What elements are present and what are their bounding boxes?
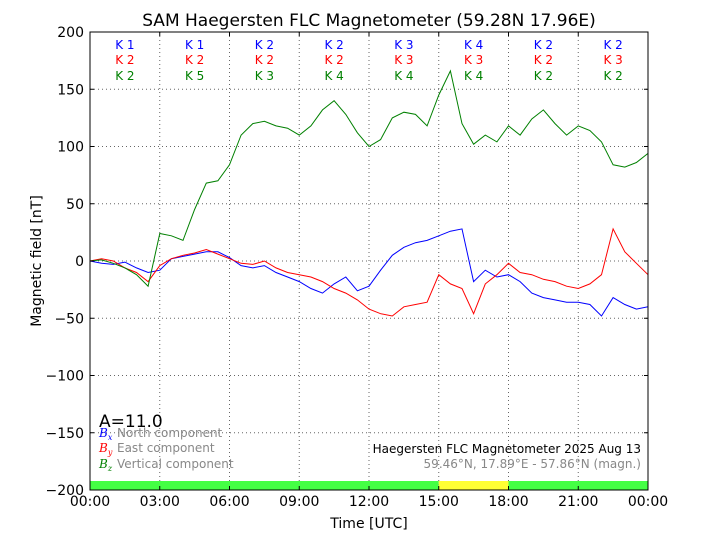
y-tick-label: 0	[75, 254, 84, 270]
legend-label-east: East component	[117, 441, 215, 455]
series-group	[89, 69, 649, 317]
k-index-z: K 2	[534, 69, 553, 83]
grid-lines	[90, 32, 648, 490]
y-axis-ticks: −200 −150 −100 −50 0 50 100 150 200	[46, 25, 648, 499]
activity-index: A=11.0	[99, 412, 163, 432]
daylight-segment	[438, 481, 509, 490]
legend-symbol-vertical: B	[98, 457, 108, 471]
k-index-y: K 3	[464, 53, 483, 67]
k-index-x: K 4	[464, 38, 483, 52]
legend-label-vertical: Vertical component	[117, 457, 234, 471]
k-index-x: K 2	[534, 38, 553, 52]
x-axis-ticks: 00:00 03:00 06:00 09:00 12:00 15:00 18:00 21:00…	[70, 32, 668, 510]
k-index-x: K 2	[603, 38, 622, 52]
legend-entry-vertical: Bz Vertical component	[98, 457, 234, 473]
daylight-segment	[508, 481, 648, 490]
k-index-z: K 5	[185, 69, 204, 83]
legend-entry-east: By East component	[98, 441, 215, 457]
k-index-z: K 2	[603, 69, 622, 83]
x-tick-label: 15:00	[419, 494, 459, 510]
k-index-y: K 2	[115, 53, 134, 67]
daylight-segment	[90, 481, 439, 490]
x-tick-label: 00:00	[628, 494, 668, 510]
k-index-x: K 2	[324, 38, 343, 52]
svg-text:Bz: Bz	[98, 457, 113, 473]
k-index-y: K 3	[603, 53, 622, 67]
k-index-z: K 3	[255, 69, 274, 83]
x-axis-label: Time [UTC]	[329, 516, 407, 532]
legend-sub-north: x	[108, 433, 113, 442]
k-index-z: K 4	[324, 69, 343, 83]
k-index-x: K 3	[394, 38, 413, 52]
x-tick-label: 03:00	[140, 494, 180, 510]
legend: Bx North component By East component Bz …	[98, 426, 234, 473]
k-index-y: K 2	[534, 53, 553, 67]
k-index-y: K 3	[394, 53, 413, 67]
k-index-z: K 4	[394, 69, 413, 83]
x-tick-label: 09:00	[279, 494, 319, 510]
legend-label-north: North component	[117, 426, 223, 440]
x-tick-label: 21:00	[558, 494, 598, 510]
k-index-z: K 2	[115, 69, 134, 83]
series-line-vertical-component	[89, 69, 649, 288]
y-tick-label: 150	[57, 82, 84, 98]
svg-text:Bx: Bx	[98, 426, 113, 442]
x-tick-label: 00:00	[70, 494, 110, 510]
legend-symbol-north: B	[98, 426, 108, 440]
legend-symbol-east: B	[98, 441, 108, 455]
k-index-x: K 1	[185, 38, 204, 52]
daylight-bar	[90, 481, 648, 490]
x-tick-label: 18:00	[488, 494, 528, 510]
x-tick-label: 12:00	[349, 494, 389, 510]
station-info-coordinates: 59.46°N, 17.89°E - 57.86°N (magn.)	[424, 457, 641, 471]
y-tick-label: −50	[54, 311, 84, 327]
station-info-title: Haegersten FLC Magnetometer 2025 Aug 13	[373, 442, 641, 456]
series-line-east-component	[89, 227, 649, 317]
legend-sub-east: y	[107, 448, 113, 457]
legend-sub-vertical: z	[107, 464, 113, 473]
y-tick-label: −150	[46, 426, 84, 442]
y-tick-label: 200	[57, 25, 84, 41]
k-index-y: K 2	[324, 53, 343, 67]
k-index-y: K 2	[255, 53, 274, 67]
x-tick-label: 06:00	[209, 494, 249, 510]
y-axis-label: Magnetic field [nT]	[29, 195, 45, 327]
legend-entry-north: Bx North component	[98, 426, 223, 442]
series-line-north-component	[89, 228, 649, 317]
k-index-y: K 2	[185, 53, 204, 67]
y-tick-label: 100	[57, 140, 84, 156]
y-tick-label: −200	[46, 483, 84, 499]
chart-title: SAM Haegersten FLC Magnetometer (59.28N …	[142, 11, 596, 31]
k-index-x: K 1	[115, 38, 134, 52]
y-tick-label: 50	[66, 197, 84, 213]
k-index-x: K 2	[255, 38, 274, 52]
k-index-z: K 4	[464, 69, 483, 83]
svg-text:By: By	[98, 441, 113, 457]
y-tick-label: −100	[46, 369, 84, 385]
